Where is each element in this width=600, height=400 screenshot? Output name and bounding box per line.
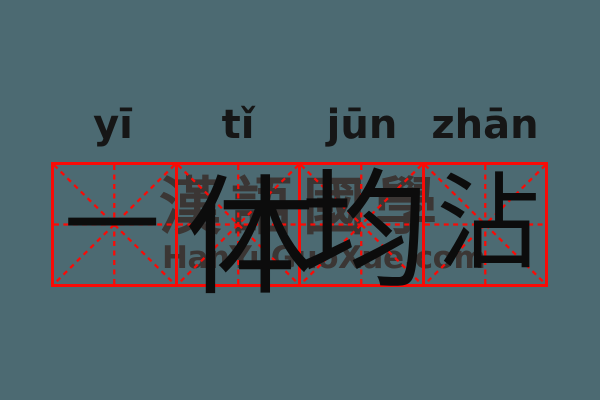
hanzi-character-3: 均 [300,157,430,306]
grid-cell-4 [421,165,545,284]
cell-guide-lines-icon [177,165,298,284]
watermark-url-text: HanYuGuoXue.com [162,240,486,276]
practice-grid [51,162,548,287]
cell-guide-lines-icon [424,165,545,284]
grid-cell-3 [298,165,422,284]
pinyin-syllable-1: yī [93,102,133,148]
hanzi-character-4: 沾 [435,162,541,284]
grid-cell-1 [54,165,175,284]
grid-cell-2 [174,165,298,284]
pinyin-syllable-2: tǐ [221,102,255,148]
pinyin-syllable-4: zhān [431,102,539,148]
pinyin-syllable-3: jūn [326,102,398,148]
cell-guide-lines-icon [54,165,175,284]
hanzi-character-2: 体 [184,162,316,314]
hanzi-character-1: 一 [64,170,160,282]
cell-guide-lines-icon [301,165,422,284]
